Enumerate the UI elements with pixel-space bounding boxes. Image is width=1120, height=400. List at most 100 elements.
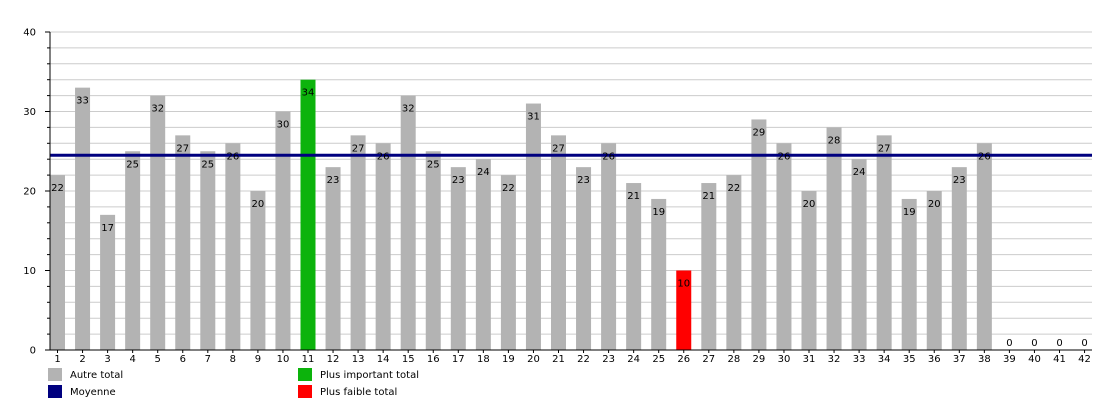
x-tick-label: 13 (352, 354, 365, 365)
bar (576, 167, 592, 350)
bar (976, 143, 992, 350)
y-tick-label: 10 (23, 266, 36, 277)
legend-swatch-lowest (298, 385, 312, 398)
x-tick-label: 9 (255, 354, 261, 365)
data-label: 21 (627, 191, 640, 202)
bar (175, 135, 191, 350)
bar (225, 143, 241, 350)
x-tick-label: 2 (79, 354, 85, 365)
legend-swatch-other (48, 368, 62, 381)
x-tick-label: 34 (878, 354, 891, 365)
data-label: 17 (101, 223, 114, 234)
x-tick-label: 28 (727, 354, 740, 365)
data-label: 32 (402, 104, 415, 115)
bar (826, 127, 842, 351)
data-label: 27 (878, 143, 891, 154)
y-tick-label: 0 (30, 346, 36, 357)
y-tick-label: 30 (23, 107, 36, 118)
x-tick-label: 35 (903, 354, 916, 365)
bar (876, 135, 892, 350)
bar (200, 151, 216, 350)
legend-label-average: Moyenne (70, 387, 116, 398)
bar (125, 151, 141, 350)
legend: Autre total Plus important total Moyenne Pl… (48, 368, 419, 398)
data-label: 22 (727, 183, 740, 194)
data-label: 34 (302, 88, 315, 99)
data-label: 0 (1006, 338, 1012, 349)
bar (776, 143, 792, 350)
x-tick-label: 11 (302, 354, 315, 365)
bar (425, 151, 441, 350)
x-tick-label: 7 (205, 354, 211, 365)
legend-swatch-average (48, 385, 62, 398)
bar-highest (300, 79, 316, 350)
bars-layer (50, 79, 992, 351)
legend-item-average: Moyenne (48, 385, 116, 398)
x-tick-label: 16 (427, 354, 440, 365)
data-label: 33 (76, 96, 89, 107)
bar (50, 175, 65, 350)
bar (500, 175, 516, 350)
x-tick-label: 21 (552, 354, 565, 365)
x-tick-label: 12 (327, 354, 340, 365)
x-tick-label: 19 (502, 354, 515, 365)
x-tick-label: 4 (129, 354, 135, 365)
x-tick-label: 17 (452, 354, 465, 365)
data-label: 0 (1056, 338, 1062, 349)
x-tick-label: 1 (54, 354, 60, 365)
bar (626, 183, 642, 350)
x-tick-label: 24 (627, 354, 640, 365)
bar (275, 111, 291, 350)
x-tick-label: 20 (527, 354, 540, 365)
legend-label-other: Autre total (70, 370, 123, 381)
data-label: 24 (477, 167, 490, 178)
x-tick-label: 26 (677, 354, 690, 365)
y-tick-label: 40 (23, 28, 36, 39)
bar (75, 87, 91, 351)
data-label: 19 (652, 207, 665, 218)
bar (525, 103, 541, 350)
bar (100, 214, 116, 350)
bar (150, 95, 166, 350)
x-tick-label: 6 (180, 354, 186, 365)
x-tick-label: 36 (928, 354, 941, 365)
bar (250, 191, 266, 350)
data-label: 32 (151, 104, 164, 115)
data-labels-layer: 22 33 17 25 32 27 25 26 20 30 34 23 27 26 32 25 23 24 22 31… (51, 88, 1088, 349)
x-tick-label: 5 (155, 354, 161, 365)
data-label: 21 (702, 191, 715, 202)
data-label: 28 (828, 135, 841, 146)
data-label: 25 (427, 159, 440, 170)
bar (325, 167, 341, 350)
data-label: 25 (201, 159, 214, 170)
data-label: 20 (803, 199, 816, 210)
data-label: 19 (903, 207, 916, 218)
grid-layer (50, 31, 1092, 335)
x-tick-label: 37 (953, 354, 966, 365)
x-tick-label: 33 (853, 354, 866, 365)
bar (400, 95, 416, 350)
data-label: 26 (978, 151, 991, 162)
bar (601, 143, 617, 350)
bar-lowest (676, 270, 692, 350)
legend-item-highest: Plus important total (298, 368, 419, 381)
legend-item-lowest: Plus faible total (298, 385, 397, 398)
data-label: 30 (277, 120, 290, 131)
y-tick-label: 20 (23, 187, 36, 198)
data-label: 23 (577, 175, 590, 186)
bar (450, 167, 466, 350)
x-tick-label: 42 (1078, 354, 1091, 365)
x-tick-label: 31 (803, 354, 816, 365)
x-tick-label: 10 (277, 354, 290, 365)
bar (701, 183, 717, 350)
x-tick-label: 41 (1053, 354, 1066, 365)
x-tick-label: 32 (828, 354, 841, 365)
bar (751, 119, 767, 350)
data-label: 20 (928, 199, 941, 210)
data-label: 27 (552, 143, 565, 154)
x-tick-label: 18 (477, 354, 490, 365)
x-tick-label: 3 (104, 354, 110, 365)
data-label: 24 (853, 167, 866, 178)
